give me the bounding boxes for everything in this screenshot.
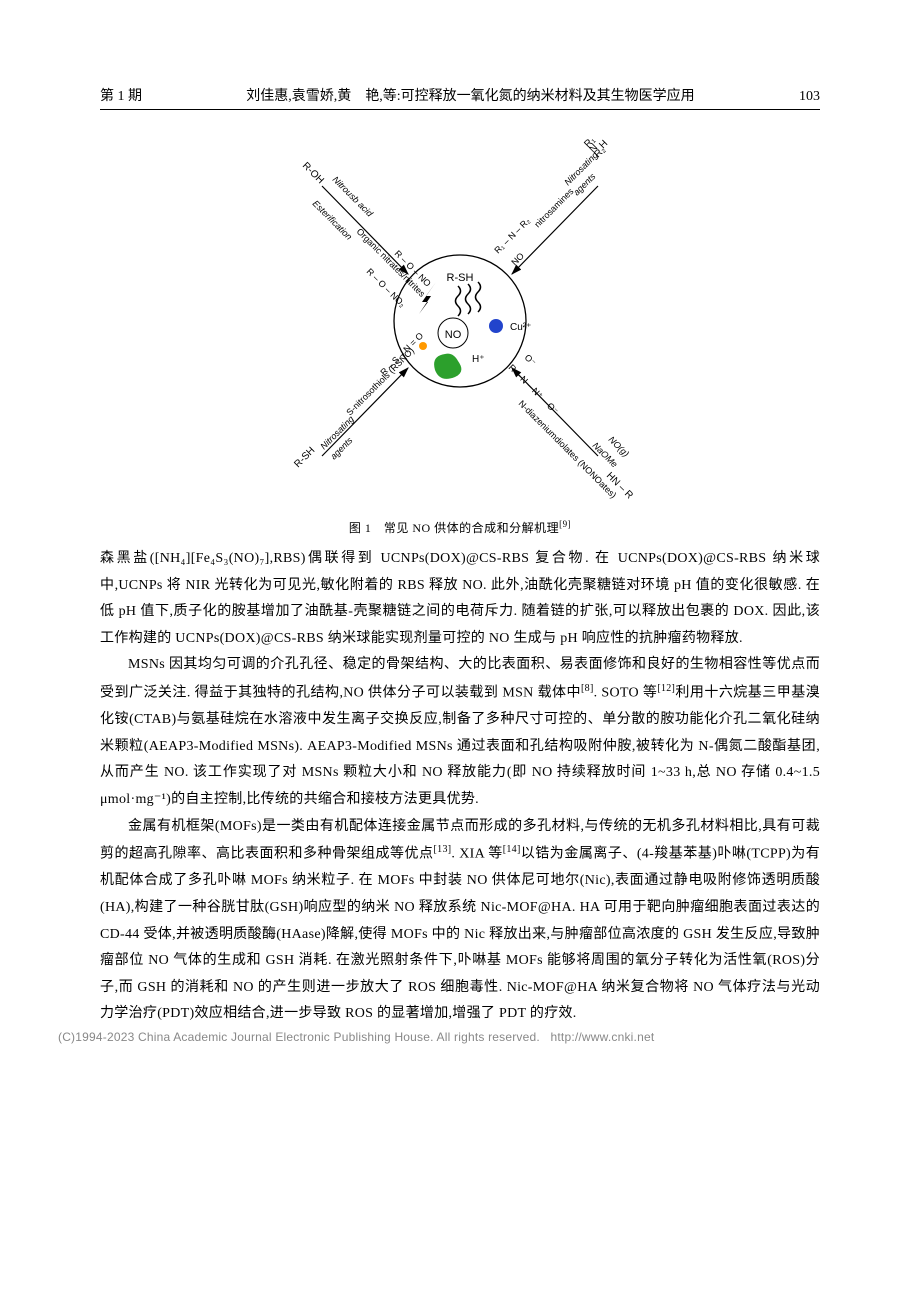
svg-text:NO: NO [445,329,462,341]
figure-1-caption: 图 1 常见 NO 供体的合成和分解机理[9] [100,519,820,536]
svg-text:NO: NO [509,251,526,268]
svg-text:R-SH: R-SH [447,272,474,284]
issue-label: 第 1 期 [100,85,142,105]
svg-text:Cu²⁺: Cu²⁺ [510,322,531,333]
paragraph-1: 森黑盐([NH₄][Fe₄S₃(NO)₇],RBS)偶联得到 UCNPs(DOX… [100,546,820,652]
page-header: 第 1 期 刘佳惠,袁雪娇,黄 艳,等:可控释放一氧化氮的纳米材料及其生物医学应… [100,85,820,110]
figure-1: NO R-SH Cu²⁺ H⁺ R-OH Nitrousb acid Ester… [100,126,820,521]
paragraph-2: MSNs 因其均匀可调的介孔孔径、稳定的骨架结构、大的比表面积、易表面修饰和良好… [100,652,820,813]
body-text: 森黑盐([NH₄][Fe₄S₃(NO)₇],RBS)偶联得到 UCNPs(DOX… [100,546,820,1028]
footer-copyright: (C)1994-2023 China Academic Journal Elec… [58,1030,654,1044]
footer-url: http://www.cnki.net [551,1030,655,1044]
svg-text:O⁻: O⁻ [523,352,539,368]
header-center: 刘佳惠,袁雪娇,黄 艳,等:可控释放一氧化氮的纳米材料及其生物医学应用 [246,85,694,105]
svg-text:nitrosamines: nitrosamines [532,186,576,230]
figure-1-svg: NO R-SH Cu²⁺ H⁺ R-OH Nitrousb acid Ester… [200,126,720,516]
paragraph-3: 金属有机框架(MOFs)是一类由有机配体连接金属节点而形成的多孔材料,与传统的无… [100,814,820,1028]
svg-text:R-OH: R-OH [300,160,326,186]
page-number: 103 [799,89,820,105]
svg-text:Nitrousb acid: Nitrousb acid [331,174,376,219]
svg-text:R₁ – N – R₂: R₁ – N – R₂ [492,215,532,255]
svg-text:Esterification: Esterification [311,198,355,242]
svg-text:H⁺: H⁺ [472,354,485,365]
svg-text:R-SH: R-SH [292,445,317,470]
